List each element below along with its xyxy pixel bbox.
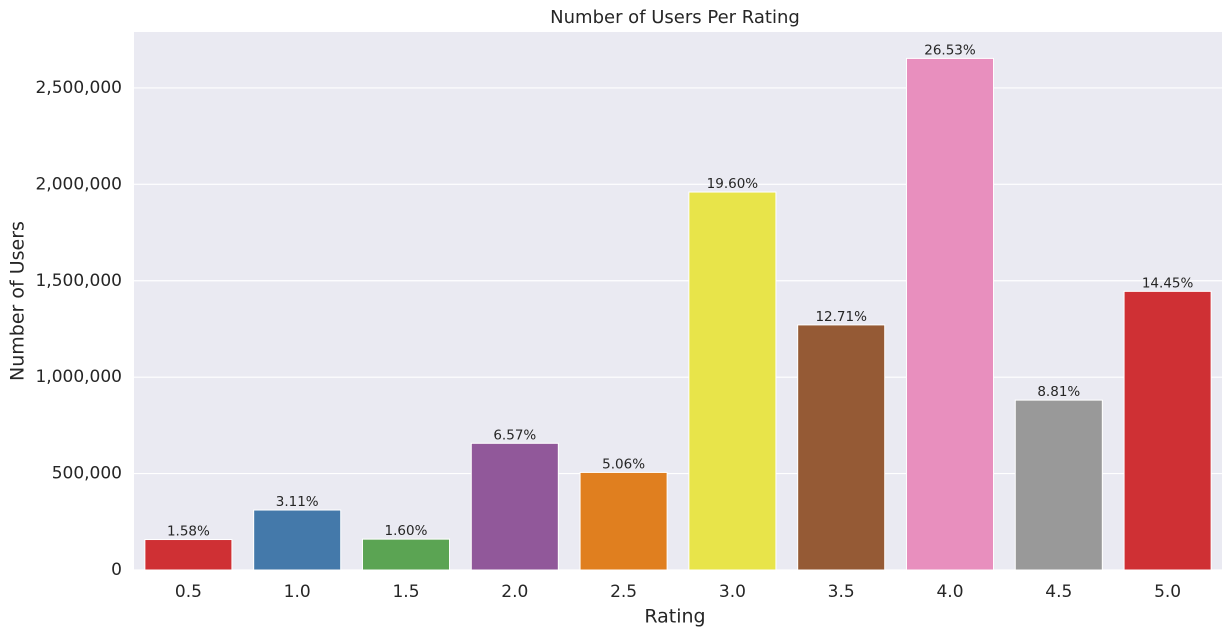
y-tick-label: 500,000 bbox=[52, 464, 122, 484]
bar bbox=[1014, 399, 1103, 571]
x-tick-label: 0.5 bbox=[175, 582, 202, 602]
x-tick-label: 1.5 bbox=[392, 582, 419, 602]
bar bbox=[797, 324, 886, 571]
x-tick-label: 2.0 bbox=[501, 582, 528, 602]
value-label: 1.58% bbox=[167, 524, 210, 540]
y-tick-label: 2,500,000 bbox=[35, 78, 122, 98]
x-tick-label: 3.0 bbox=[719, 582, 746, 602]
value-label: 12.71% bbox=[815, 309, 867, 325]
value-label: 3.11% bbox=[276, 494, 319, 510]
y-tick-label: 0 bbox=[111, 560, 122, 580]
value-label: 5.06% bbox=[602, 456, 645, 472]
value-label: 26.53% bbox=[924, 42, 976, 58]
bar bbox=[688, 191, 777, 571]
x-tick-label: 5.0 bbox=[1154, 582, 1181, 602]
bar bbox=[1123, 290, 1212, 571]
x-tick-label: 1.0 bbox=[284, 582, 311, 602]
x-tick-label: 2.5 bbox=[610, 582, 637, 602]
y-tick-label: 1,500,000 bbox=[35, 271, 122, 291]
bar bbox=[144, 539, 233, 571]
x-tick-label: 4.5 bbox=[1045, 582, 1072, 602]
chart-title: Number of Users Per Rating bbox=[550, 7, 800, 28]
bar bbox=[253, 509, 342, 571]
value-label: 1.60% bbox=[385, 523, 428, 539]
x-axis-label: Rating bbox=[644, 606, 705, 628]
y-tick-label: 2,000,000 bbox=[35, 174, 122, 194]
value-label: 8.81% bbox=[1037, 384, 1080, 400]
x-tick-label: 4.0 bbox=[936, 582, 963, 602]
value-label: 14.45% bbox=[1142, 275, 1194, 291]
x-tick-label: 3.5 bbox=[828, 582, 855, 602]
bar bbox=[579, 471, 668, 571]
bar bbox=[905, 57, 995, 571]
value-label: 19.60% bbox=[707, 176, 759, 192]
value-label: 6.57% bbox=[493, 427, 536, 443]
bar bbox=[470, 442, 559, 571]
y-axis-label: Number of Users bbox=[7, 221, 29, 381]
bar bbox=[361, 538, 451, 571]
y-tick-label: 1,000,000 bbox=[35, 367, 122, 387]
